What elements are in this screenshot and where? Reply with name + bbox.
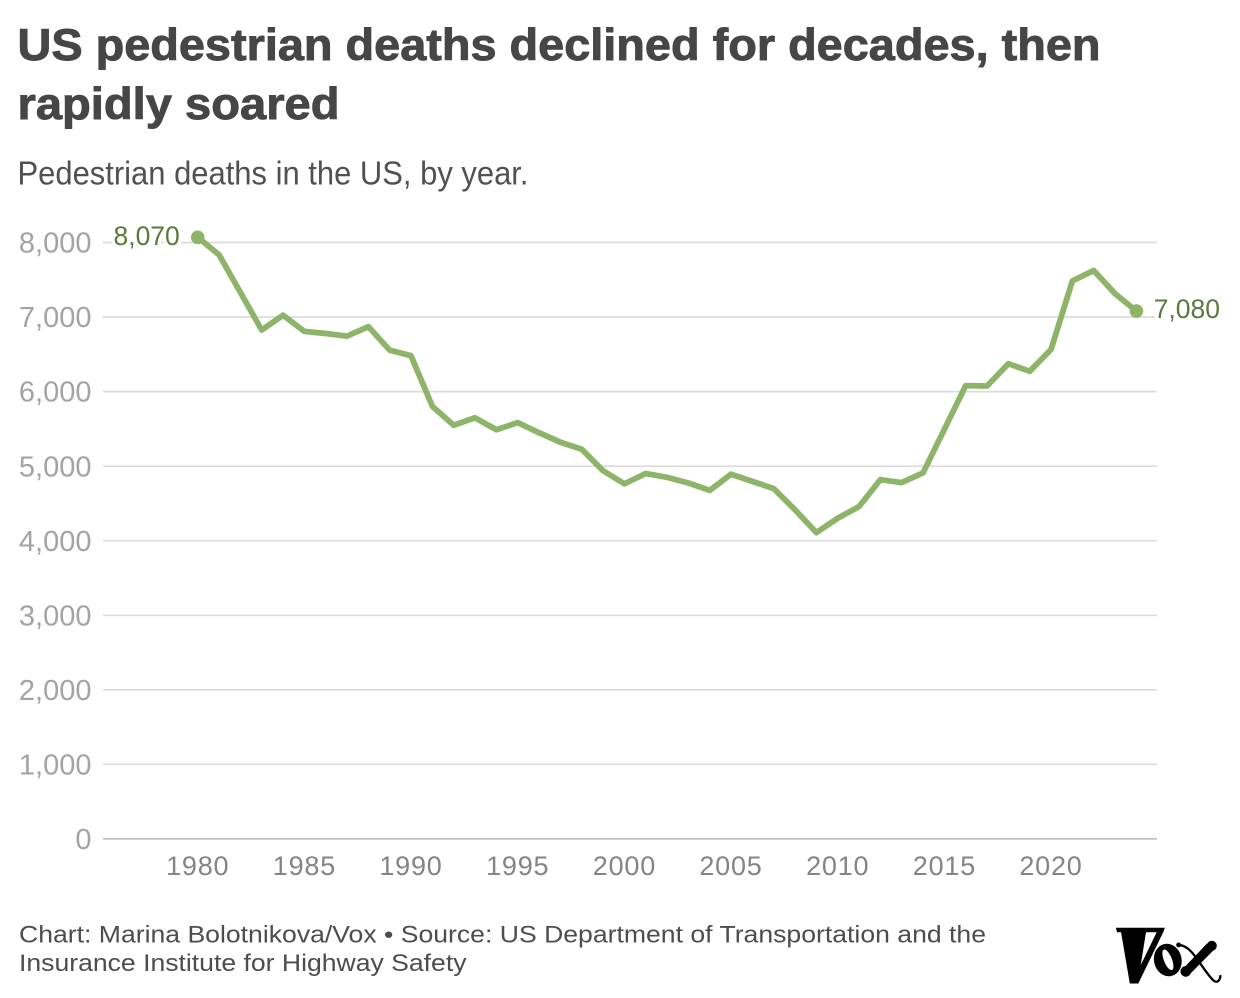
svg-text:Chart: Marina Bolotnikova/Vox: Chart: Marina Bolotnikova/Vox • Source: … — [19, 922, 986, 949]
svg-text:7,080: 7,080 — [1154, 294, 1220, 324]
svg-text:1985: 1985 — [273, 851, 336, 881]
svg-text:2015: 2015 — [913, 851, 976, 881]
svg-text:rapidly soared: rapidly soared — [18, 80, 340, 129]
svg-text:Pedestrian deaths in the US, b: Pedestrian deaths in the US, by year. — [18, 156, 529, 193]
svg-text:7,000: 7,000 — [19, 302, 92, 334]
svg-text:1980: 1980 — [166, 851, 229, 881]
svg-text:0: 0 — [75, 824, 91, 856]
svg-text:8,070: 8,070 — [113, 221, 179, 251]
svg-text:3,000: 3,000 — [19, 600, 92, 632]
svg-text:4,000: 4,000 — [19, 526, 92, 558]
svg-text:2005: 2005 — [699, 851, 762, 881]
svg-text:8,000: 8,000 — [19, 228, 92, 260]
svg-text:2010: 2010 — [806, 851, 869, 881]
svg-text:2020: 2020 — [1019, 851, 1082, 881]
svg-text:1990: 1990 — [379, 851, 442, 881]
svg-text:2000: 2000 — [593, 851, 656, 881]
svg-text:Insurance Institute for Highwa: Insurance Institute for Highway Safety — [19, 950, 467, 977]
svg-text:US pedestrian deaths declined: US pedestrian deaths declined for decade… — [18, 21, 1101, 70]
svg-text:6,000: 6,000 — [19, 377, 92, 409]
svg-text:1,000: 1,000 — [19, 749, 92, 781]
svg-text:1995: 1995 — [486, 851, 549, 881]
svg-text:2,000: 2,000 — [19, 675, 92, 707]
svg-text:5,000: 5,000 — [19, 451, 92, 483]
